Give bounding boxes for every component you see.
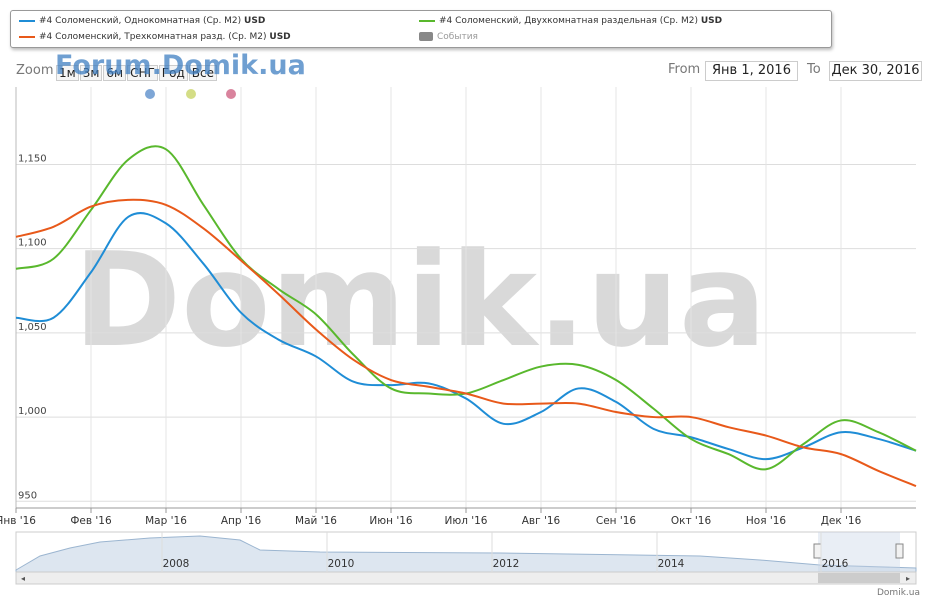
navigator-area: [15, 535, 917, 573]
x-tick-label: Сен '16: [596, 515, 637, 527]
flag-dot: [145, 89, 155, 99]
legend-item[interactable]: #4 Соломенский, Трехкомнатная разд. (Ср.…: [19, 32, 291, 42]
zoom-button[interactable]: Год: [158, 65, 188, 81]
y-tick-label: 950: [18, 490, 37, 501]
x-tick-label: Ноя '16: [746, 515, 787, 527]
scroll-right[interactable]: ▸: [906, 574, 910, 583]
zoom-button[interactable]: Все: [188, 65, 217, 81]
zoom-button[interactable]: СНГ: [127, 65, 158, 81]
legend-text: #4 Соломенский, Однокомнатная (Ср. M2): [39, 16, 242, 26]
x-tick-label: Фев '16: [70, 515, 112, 527]
y-tick-label: 1,050: [18, 322, 47, 333]
legend-swatch: [419, 32, 433, 41]
flag-dot: [226, 89, 236, 99]
zoom-label: Zoom: [16, 63, 54, 78]
series-line: [15, 212, 917, 461]
from-input[interactable]: Янв 1, 2016: [705, 61, 798, 81]
y-tick-label: 1,000: [18, 406, 47, 417]
credit[interactable]: Domik.ua: [877, 588, 920, 598]
legend-text: События: [437, 32, 478, 42]
series-line: [15, 198, 917, 488]
navigator-window[interactable]: [818, 532, 900, 572]
x-tick-label: Янв '16: [0, 515, 36, 527]
legend-unit: USD: [244, 16, 266, 26]
y-tick-label: 1,150: [18, 153, 47, 164]
x-tick-label: Июн '16: [369, 515, 412, 527]
legend-item[interactable]: События: [419, 32, 478, 42]
x-tick-label: Авг '16: [522, 515, 561, 527]
zoom-button[interactable]: 1м: [56, 65, 79, 81]
forum-watermark: Forum.Domik.ua: [55, 50, 306, 81]
scrollbar-thumb[interactable]: [818, 573, 900, 583]
scroll-left[interactable]: ◂: [21, 574, 25, 583]
zoom-buttons: 1м 3м 6м СНГ Год Все: [56, 62, 218, 81]
x-tick-label: Май '16: [295, 515, 337, 527]
navigator-label: 2014: [658, 558, 685, 570]
zoom-button[interactable]: 3м: [79, 65, 103, 81]
navigator-label: 2008: [163, 558, 190, 570]
x-tick-label: Июл '16: [445, 515, 488, 527]
legend-swatch: [19, 19, 35, 22]
legend-text: #4 Соломенский, Трехкомнатная разд. (Ср.…: [39, 32, 267, 42]
flag-dot: [186, 89, 196, 99]
y-tick-label: 1,100: [18, 238, 47, 249]
legend-text: #4 Соломенский, Двухкомнатная раздельная…: [439, 16, 698, 26]
navigator-label: 2010: [328, 558, 355, 570]
watermark: Domik.ua: [73, 224, 766, 376]
navigator-label: 2012: [493, 558, 520, 570]
legend-unit: USD: [269, 32, 291, 42]
legend-swatch: [19, 35, 35, 38]
navigator-handle[interactable]: [813, 543, 822, 559]
legend-unit: USD: [700, 16, 723, 26]
legend-item[interactable]: #4 Соломенский, Двухкомнатная раздельная…: [419, 16, 722, 26]
legend-item[interactable]: #4 Соломенский, Однокомнатная (Ср. M2) U…: [19, 16, 265, 26]
zoom-button[interactable]: 6м: [103, 65, 127, 81]
x-tick-label: Окт '16: [671, 515, 712, 527]
from-label: From: [668, 62, 701, 77]
legend: #4 Соломенский, Однокомнатная (Ср. M2) U…: [10, 10, 832, 48]
navigator-label: 2016: [822, 558, 849, 570]
to-label: To: [807, 62, 821, 77]
x-tick-label: Мар '16: [145, 515, 187, 527]
to-input[interactable]: Дек 30, 2016: [829, 61, 922, 81]
x-tick-label: Дек '16: [821, 515, 862, 527]
scrollbar[interactable]: [15, 571, 917, 585]
x-tick-label: Апр '16: [221, 515, 262, 527]
navigator-handle[interactable]: [895, 543, 904, 559]
legend-swatch: [419, 19, 435, 22]
